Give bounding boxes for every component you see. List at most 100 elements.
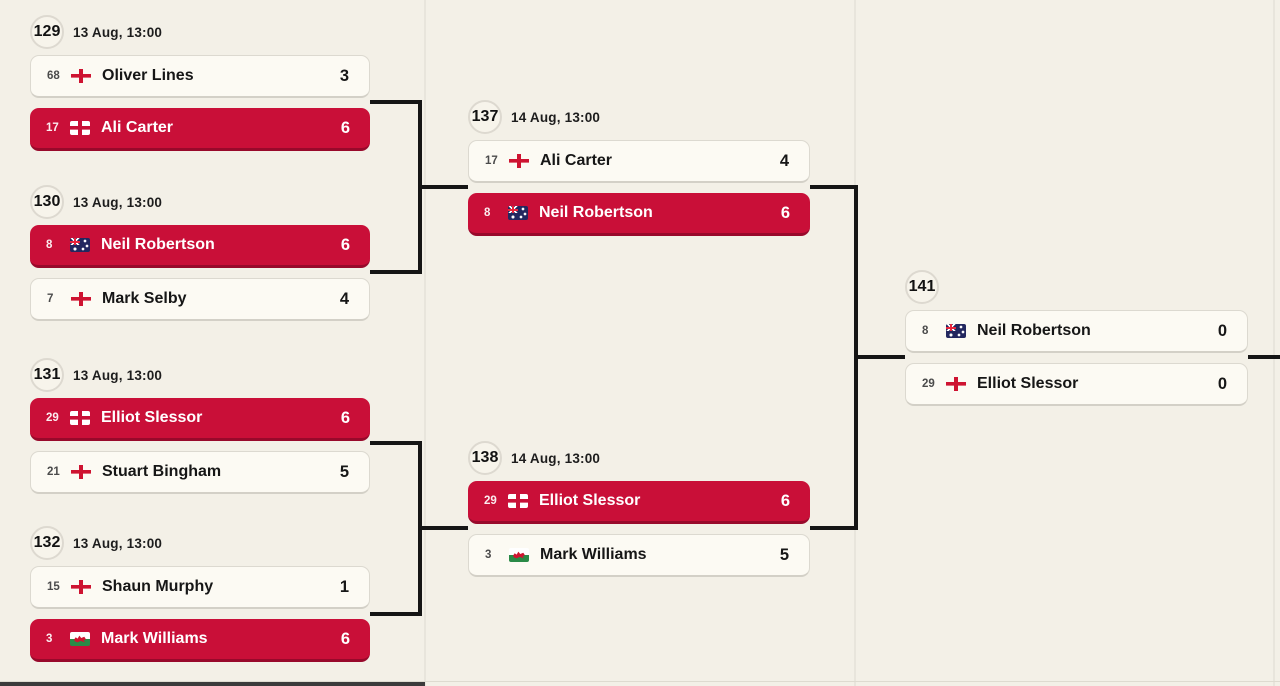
- player-score: 6: [780, 203, 790, 222]
- england-flag-icon: [71, 580, 91, 594]
- player-card[interactable]: 29 Elliot Slessor 6: [468, 481, 810, 524]
- player-score: 4: [779, 151, 789, 170]
- column-divider: [1273, 0, 1275, 686]
- player-name: Oliver Lines: [102, 67, 194, 84]
- match-header: 130 13 Aug, 13:00: [30, 185, 370, 219]
- bracket-connector: [370, 270, 420, 274]
- player-score: 5: [339, 462, 349, 481]
- player-card[interactable]: 8 Neil Robertson 6: [30, 225, 370, 268]
- player-score: 6: [340, 629, 350, 648]
- player-seed: 21: [47, 466, 60, 478]
- match-number-badge: 131: [30, 358, 64, 392]
- match-number-badge: 141: [905, 270, 939, 304]
- player-score: 3: [339, 66, 349, 85]
- player-score: 6: [780, 491, 790, 510]
- match-number-badge: 132: [30, 526, 64, 560]
- match-132: 132 13 Aug, 13:00 15 Shaun Murphy 1 3 Ma…: [30, 526, 370, 662]
- wales-flag-icon: [509, 548, 529, 562]
- player-score: 6: [340, 235, 350, 254]
- player-name: Neil Robertson: [101, 236, 215, 253]
- match-date: 13 Aug, 13:00: [73, 367, 163, 383]
- player-score: 6: [340, 408, 350, 427]
- player-seed: 8: [922, 325, 929, 337]
- player-card[interactable]: 8 Neil Robertson 6: [468, 193, 810, 236]
- match-date: 13 Aug, 13:00: [73, 194, 163, 210]
- player-seed: 3: [485, 549, 492, 561]
- horizontal-scrollbar-thumb[interactable]: [0, 682, 425, 686]
- match-130: 130 13 Aug, 13:00 8 Neil Robertson 6 7 M…: [30, 185, 370, 321]
- player-name: Elliot Slessor: [977, 375, 1079, 392]
- bracket-connector: [370, 100, 420, 104]
- match-header: 132 13 Aug, 13:00: [30, 526, 370, 560]
- player-name: Neil Robertson: [977, 322, 1091, 339]
- player-score: 6: [340, 118, 350, 137]
- wales-flag-icon: [70, 632, 90, 646]
- match-number-badge: 129: [30, 15, 64, 49]
- player-name: Ali Carter: [101, 119, 174, 136]
- match-number-badge: 130: [30, 185, 64, 219]
- england-flag-icon: [70, 411, 90, 425]
- player-name: Elliot Slessor: [101, 409, 203, 426]
- match-date: 14 Aug, 13:00: [511, 450, 601, 466]
- player-seed: 29: [46, 412, 59, 424]
- bracket-connector: [420, 185, 468, 189]
- england-flag-icon: [508, 494, 528, 508]
- bracket-connector: [420, 526, 468, 530]
- bracket-connector: [810, 185, 858, 189]
- player-card[interactable]: 3 Mark Williams 5: [468, 534, 810, 577]
- england-flag-icon: [71, 292, 91, 306]
- match-header: 141: [905, 270, 1248, 304]
- player-seed: 3: [46, 633, 53, 645]
- player-name: Elliot Slessor: [539, 492, 641, 509]
- match-131: 131 13 Aug, 13:00 29 Elliot Slessor 6 21…: [30, 358, 370, 494]
- match-header: 138 14 Aug, 13:00: [468, 441, 810, 475]
- australia-flag-icon: [946, 324, 966, 338]
- player-score: 4: [339, 289, 349, 308]
- match-137: 137 14 Aug, 13:00 17 Ali Carter 4 8 Neil…: [468, 100, 810, 236]
- player-card[interactable]: 68 Oliver Lines 3: [30, 55, 370, 98]
- player-score: 1: [339, 577, 349, 596]
- player-card[interactable]: 15 Shaun Murphy 1: [30, 566, 370, 609]
- match-138: 138 14 Aug, 13:00 29 Elliot Slessor 6 3 …: [468, 441, 810, 577]
- match-date: 14 Aug, 13:00: [511, 109, 601, 125]
- player-card[interactable]: 3 Mark Williams 6: [30, 619, 370, 662]
- player-score: 0: [1217, 321, 1227, 340]
- player-name: Ali Carter: [540, 152, 613, 169]
- match-141: 141 8 Neil Robertson 0 29 Elliot Slessor…: [905, 270, 1248, 406]
- player-card[interactable]: 8 Neil Robertson 0: [905, 310, 1248, 353]
- player-name: Neil Robertson: [539, 204, 653, 221]
- player-card[interactable]: 29 Elliot Slessor 0: [905, 363, 1248, 406]
- australia-flag-icon: [508, 206, 528, 220]
- australia-flag-icon: [70, 238, 90, 252]
- player-seed: 15: [47, 581, 60, 593]
- player-card[interactable]: 29 Elliot Slessor 6: [30, 398, 370, 441]
- bracket-connector: [1248, 355, 1280, 359]
- player-seed: 29: [484, 495, 497, 507]
- player-score: 0: [1217, 374, 1227, 393]
- player-name: Mark Selby: [102, 290, 187, 307]
- bottom-edge-line: [0, 681, 1280, 682]
- player-score: 5: [779, 545, 789, 564]
- player-name: Mark Williams: [101, 630, 208, 647]
- england-flag-icon: [71, 465, 91, 479]
- match-129: 129 13 Aug, 13:00 68 Oliver Lines 3 17 A…: [30, 15, 370, 151]
- player-seed: 8: [484, 207, 491, 219]
- player-seed: 7: [47, 293, 54, 305]
- match-number-badge: 138: [468, 441, 502, 475]
- player-card[interactable]: 17 Ali Carter 4: [468, 140, 810, 183]
- england-flag-icon: [71, 69, 91, 83]
- england-flag-icon: [946, 377, 966, 391]
- bracket-connector: [856, 355, 905, 359]
- player-name: Shaun Murphy: [102, 578, 214, 595]
- match-header: 131 13 Aug, 13:00: [30, 358, 370, 392]
- match-date: 13 Aug, 13:00: [73, 24, 163, 40]
- player-card[interactable]: 21 Stuart Bingham 5: [30, 451, 370, 494]
- england-flag-icon: [509, 154, 529, 168]
- player-seed: 17: [485, 155, 498, 167]
- england-flag-icon: [70, 121, 90, 135]
- player-card[interactable]: 17 Ali Carter 6: [30, 108, 370, 151]
- player-card[interactable]: 7 Mark Selby 4: [30, 278, 370, 321]
- player-seed: 29: [922, 378, 935, 390]
- match-header: 137 14 Aug, 13:00: [468, 100, 810, 134]
- column-divider: [424, 0, 426, 686]
